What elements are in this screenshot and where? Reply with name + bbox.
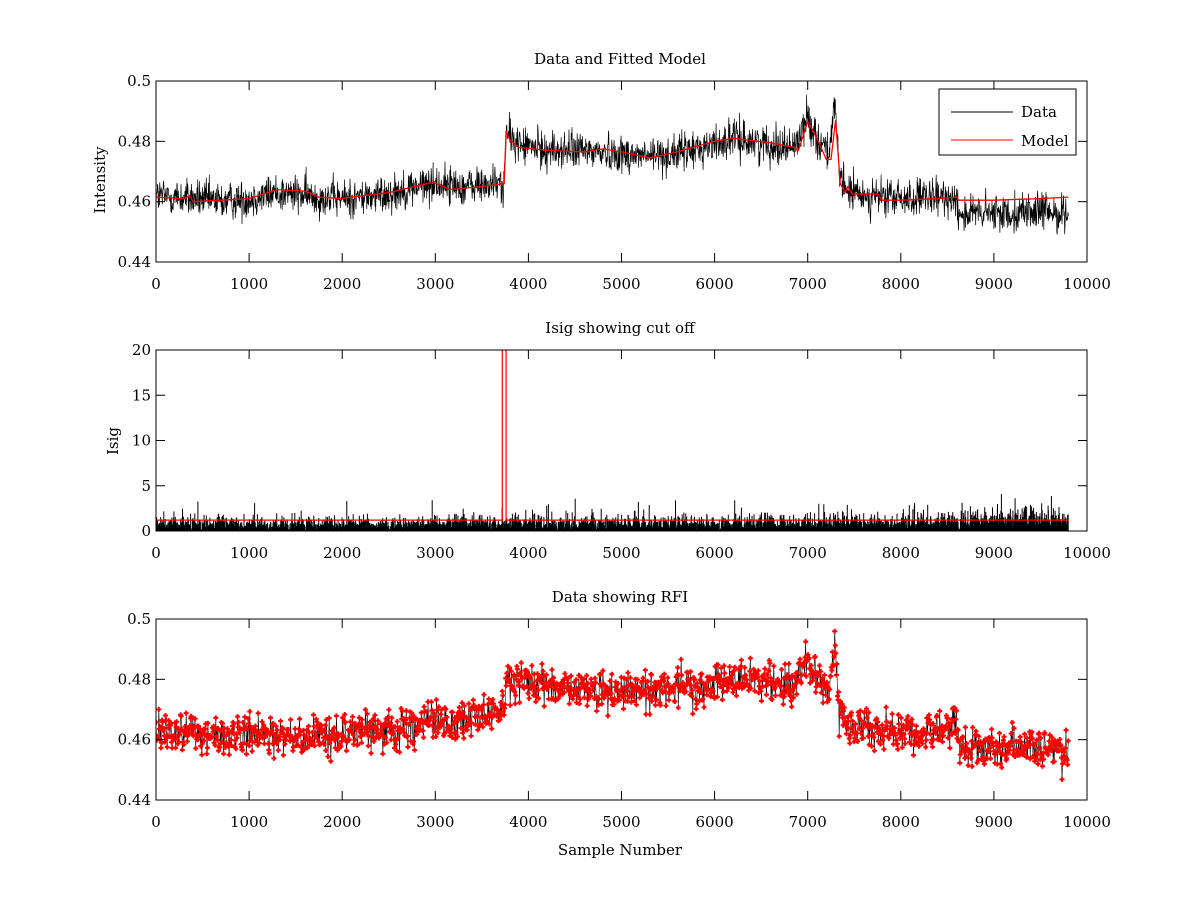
series-layer xyxy=(156,628,1071,782)
y-tick-label: 20 xyxy=(132,341,151,359)
plot-area: 0 1000 2000 3000 4000 5000 6000 7000 8000 9000 100… xyxy=(118,610,1111,831)
x-tick-label: 3000 xyxy=(416,813,454,831)
x-tick-label: 1000 xyxy=(230,275,268,293)
y-tick-label: 0.44 xyxy=(118,253,151,271)
y-tick-label: 15 xyxy=(132,386,151,404)
chart-title: Data showing RFI xyxy=(552,588,688,606)
x-tick-label: 10000 xyxy=(1063,813,1111,831)
plot-area: 0 1000 2000 3000 4000 5000 6000 7000 8000 9000 100… xyxy=(118,72,1111,293)
x-tick-label: 9000 xyxy=(975,275,1013,293)
x-tick-label: 4000 xyxy=(509,544,547,562)
panel-isig: Isig showing cut off 0 1000 2000 3000 4000 50… xyxy=(104,319,1111,562)
x-tick-label: 7000 xyxy=(789,544,827,562)
x-tick-label: 5000 xyxy=(602,544,640,562)
legend: Data Model xyxy=(938,88,1077,156)
x-tick-label: 6000 xyxy=(696,813,734,831)
x-tick-label: 6000 xyxy=(696,275,734,293)
x-tick-label: 3000 xyxy=(416,544,454,562)
y-axis-label: Intensity xyxy=(91,146,109,214)
y-axis-label: Isig xyxy=(104,427,122,455)
x-axis-label: Sample Number xyxy=(558,841,683,859)
legend-label-model: Model xyxy=(1021,132,1069,150)
x-tick-label: 1000 xyxy=(230,544,268,562)
y-tick-label: 0 xyxy=(141,522,151,540)
y-tick-label: 0.48 xyxy=(118,670,151,688)
x-tick-label: 0 xyxy=(151,813,161,831)
x-tick-label: 2000 xyxy=(323,275,361,293)
y-tick-label: 0.48 xyxy=(118,132,151,150)
panel-data-and-model: Data and Fitted Model 0 1000 2000 3000 4000 5… xyxy=(91,50,1111,293)
chart-title: Data and Fitted Model xyxy=(534,50,706,68)
x-tick-label: 5000 xyxy=(602,813,640,831)
series-bars-isig xyxy=(156,494,1069,531)
x-tick-label: 8000 xyxy=(882,544,920,562)
x-tick-label: 4000 xyxy=(509,813,547,831)
y-tick-label: 0.5 xyxy=(127,610,151,628)
y-tick-label: 0.46 xyxy=(118,731,151,749)
x-tick-label: 10000 xyxy=(1063,544,1111,562)
x-tick-label: 9000 xyxy=(975,813,1013,831)
series-line-cut-off xyxy=(156,350,1069,521)
x-tick-label: 1000 xyxy=(230,813,268,831)
series-line-model xyxy=(156,120,1069,203)
x-tick-label: 0 xyxy=(151,275,161,293)
x-tick-label: 8000 xyxy=(882,813,920,831)
y-tick-label: 0.5 xyxy=(127,72,151,90)
x-tick-label: 10000 xyxy=(1063,275,1111,293)
x-tick-label: 3000 xyxy=(416,275,454,293)
x-tick-label: 5000 xyxy=(602,275,640,293)
series-layer xyxy=(156,94,1069,235)
y-tick-label: 0.46 xyxy=(118,193,151,211)
series-line-data xyxy=(156,94,1069,235)
series-markers-data xyxy=(156,628,1071,782)
y-tick-label: 5 xyxy=(141,477,151,495)
x-tick-label: 7000 xyxy=(789,275,827,293)
x-tick-label: 0 xyxy=(151,544,161,562)
series-layer xyxy=(156,350,1069,531)
legend-box xyxy=(938,88,1077,156)
x-tick-label: 6000 xyxy=(696,544,734,562)
chart-title: Isig showing cut off xyxy=(545,319,696,337)
y-tick-label: 10 xyxy=(132,432,151,450)
axes-frame xyxy=(155,349,1088,532)
x-tick-label: 9000 xyxy=(975,544,1013,562)
y-tick-label: 0.44 xyxy=(118,791,151,809)
x-tick-label: 7000 xyxy=(789,813,827,831)
x-tick-label: 8000 xyxy=(882,275,920,293)
x-tick-label: 4000 xyxy=(509,275,547,293)
legend-label-data: Data xyxy=(1021,103,1057,121)
panel-rfi: Data showing RFI 0 1000 2000 3000 4000 5000 60… xyxy=(118,588,1111,859)
x-tick-label: 2000 xyxy=(323,544,361,562)
x-tick-label: 2000 xyxy=(323,813,361,831)
plot-area: 0 1000 2000 3000 4000 5000 6000 7000 8000 9000 100… xyxy=(132,341,1111,562)
